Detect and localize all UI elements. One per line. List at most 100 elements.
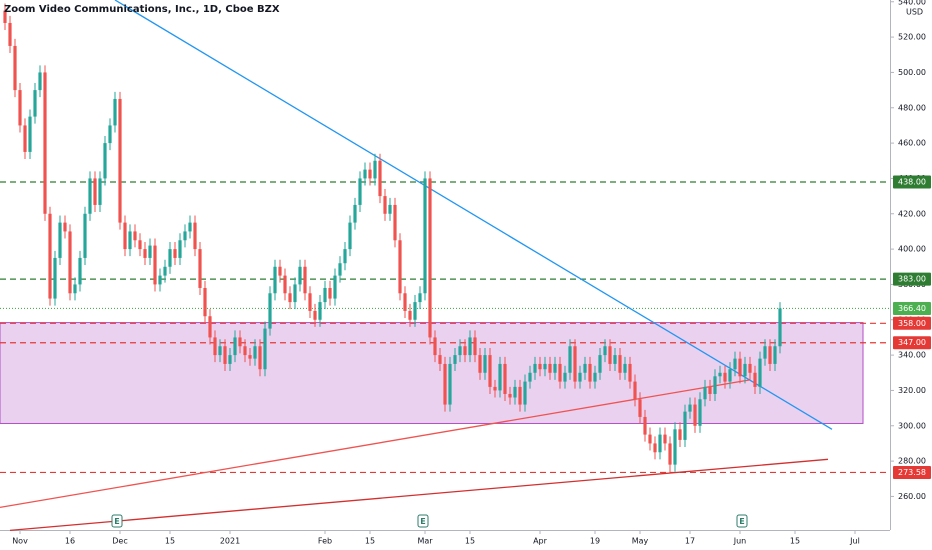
- candle-body: [773, 346, 777, 364]
- candle-body: [63, 222, 67, 232]
- candle-body: [303, 266, 307, 294]
- plot-area: [0, 0, 890, 532]
- candle-body: [603, 346, 607, 356]
- candle-body: [253, 346, 257, 359]
- candle-body: [423, 178, 427, 294]
- event-label: E: [739, 517, 744, 526]
- y-tick-label: 420.00: [898, 209, 926, 218]
- x-tick-label: 15: [790, 537, 800, 546]
- candle-body: [248, 355, 252, 359]
- candle-body: [518, 386, 522, 405]
- candle-body: [703, 386, 707, 400]
- candle-body: [458, 346, 462, 356]
- candle-body: [648, 434, 652, 444]
- candle-body: [223, 346, 227, 364]
- candle-body: [618, 355, 622, 373]
- candle-body: [263, 328, 267, 370]
- y-tick-label: 520.00: [898, 33, 926, 42]
- candle-body: [178, 240, 182, 258]
- price-label-box: [893, 175, 931, 189]
- x-tick-label: May: [632, 537, 649, 546]
- candle-body: [348, 222, 352, 250]
- candle-body: [58, 222, 62, 258]
- x-tick-label: Jul: [849, 537, 860, 546]
- price-label-box: [893, 316, 931, 330]
- price-label-box: [893, 272, 931, 286]
- candle-body: [463, 346, 467, 356]
- candle-body: [258, 346, 262, 370]
- candle-body: [133, 231, 137, 241]
- candle-body: [623, 363, 627, 373]
- candle-body: [448, 363, 452, 405]
- candle-body: [688, 404, 692, 412]
- candle-body: [673, 429, 677, 465]
- event-label: E: [114, 517, 119, 526]
- candle-body: [38, 72, 42, 91]
- x-tick-label: 2021: [220, 537, 240, 546]
- candle-body: [368, 169, 372, 179]
- candle-body: [733, 358, 737, 370]
- candle-body: [378, 160, 382, 197]
- zone: [0, 322, 864, 424]
- candle-body: [343, 249, 347, 264]
- candle-body: [698, 399, 702, 426]
- candle-body: [278, 266, 282, 276]
- candle-body: [308, 293, 312, 311]
- candle-body: [668, 443, 672, 465]
- y-tick-label: 480.00: [898, 103, 926, 112]
- candle-body: [493, 386, 497, 391]
- event-marker: [417, 514, 429, 528]
- candle-body: [633, 381, 637, 400]
- candle-body: [383, 196, 387, 214]
- candle-body: [358, 178, 362, 205]
- candle-body: [188, 222, 192, 232]
- x-tick-label: Dec: [112, 537, 127, 546]
- candle-body: [433, 337, 437, 356]
- candle-body: [273, 266, 277, 294]
- candle-body: [778, 308, 782, 347]
- price-label: 273.58: [898, 468, 926, 477]
- y-tick-label: 340.00: [898, 351, 926, 360]
- candle-body: [443, 363, 447, 405]
- chart-title: Zoom Video Communications, Inc., 1D, Cbo…: [4, 4, 280, 15]
- candle-body: [68, 231, 72, 294]
- candle-body: [393, 204, 397, 241]
- candle-body: [283, 275, 287, 294]
- price-label-box: [893, 336, 931, 350]
- candle-body: [578, 372, 582, 382]
- candle-body: [98, 178, 102, 205]
- candle-body: [403, 293, 407, 311]
- candle-body: [138, 240, 142, 250]
- x-tick-label: Feb: [318, 537, 332, 546]
- candle-body: [338, 263, 342, 276]
- candle-body: [693, 404, 697, 426]
- candle-body: [598, 355, 602, 373]
- y-tick-label: 260.00: [898, 492, 926, 501]
- candle-body: [83, 213, 87, 258]
- candle-body: [28, 116, 32, 152]
- event-label: E: [420, 517, 425, 526]
- candle-body: [213, 337, 217, 356]
- candle-body: [323, 287, 327, 303]
- x-tick-label: 16: [65, 537, 75, 546]
- candle-body: [48, 213, 52, 299]
- candle-body: [243, 346, 247, 356]
- candle-body: [523, 381, 527, 405]
- price-label-box: [893, 465, 931, 479]
- x-tick-label: Apr: [533, 537, 548, 546]
- y-tick-label: 540.00: [898, 0, 926, 6]
- x-tick-label: 15: [165, 537, 175, 546]
- candle-body: [513, 386, 517, 398]
- y-tick-label: 460.00: [898, 139, 926, 148]
- candle-body: [268, 293, 272, 329]
- candle-body: [148, 245, 152, 258]
- candle-body: [628, 363, 632, 382]
- candle-body: [643, 416, 647, 435]
- candle-body: [8, 22, 12, 46]
- price-label-box: [893, 301, 931, 315]
- candle-body: [43, 72, 47, 214]
- candle-body: [428, 178, 432, 338]
- candle-body: [363, 169, 367, 179]
- candle-body: [468, 337, 472, 356]
- candle-body: [408, 310, 412, 320]
